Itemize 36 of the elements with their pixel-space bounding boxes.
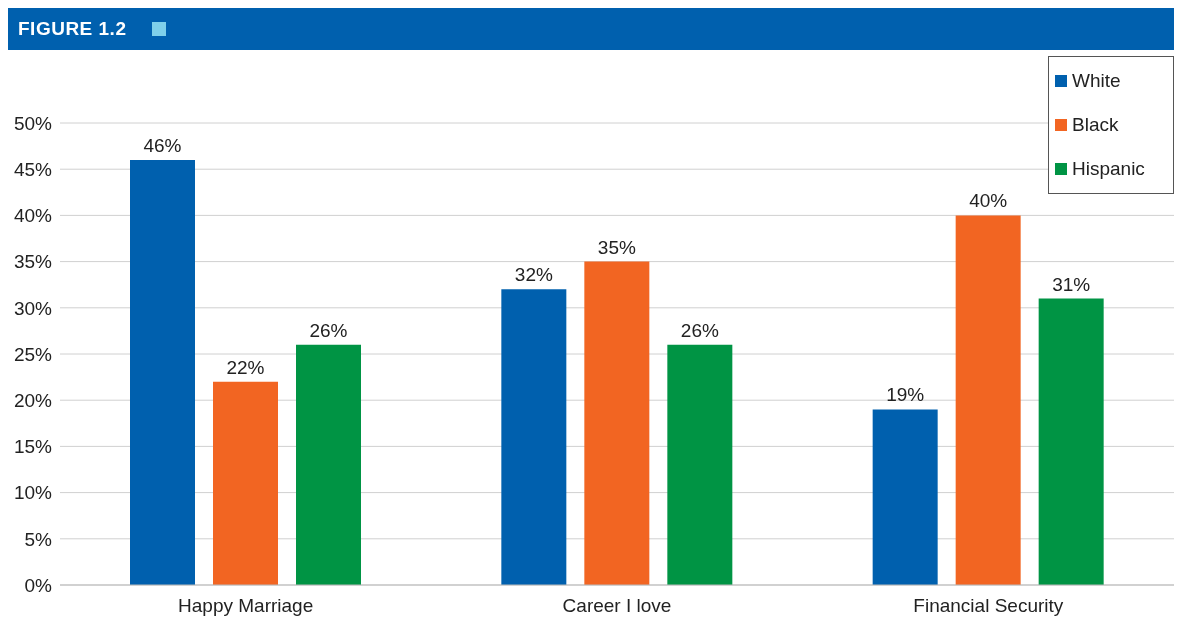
legend-label: White bbox=[1072, 69, 1121, 93]
data-label: 26% bbox=[680, 319, 719, 341]
data-label: 31% bbox=[1052, 273, 1091, 295]
data-label: 46% bbox=[143, 134, 182, 156]
bar bbox=[501, 289, 567, 585]
y-tick-label: 30% bbox=[13, 297, 53, 319]
data-label: 22% bbox=[226, 356, 265, 378]
bar bbox=[584, 261, 650, 585]
bar bbox=[872, 409, 938, 585]
y-tick-label: 15% bbox=[13, 436, 53, 458]
bar bbox=[1038, 298, 1104, 585]
legend-label: Black bbox=[1072, 113, 1119, 137]
chart-title: FIGURE 1.2 bbox=[18, 18, 127, 40]
bar bbox=[213, 381, 278, 585]
y-tick-label: 40% bbox=[13, 205, 53, 227]
data-label: 19% bbox=[886, 384, 925, 406]
data-label: 35% bbox=[597, 236, 636, 258]
bar bbox=[667, 344, 733, 585]
bar bbox=[130, 159, 195, 585]
y-tick-label: 20% bbox=[13, 389, 53, 411]
bar bbox=[296, 344, 361, 585]
legend-label: Hispanic bbox=[1072, 157, 1145, 181]
y-tick-label: 25% bbox=[13, 343, 53, 365]
y-tick-label: 10% bbox=[13, 482, 53, 504]
y-tick-label: 45% bbox=[13, 158, 53, 180]
data-label: 40% bbox=[969, 190, 1008, 212]
x-tick-label: Happy Marriage bbox=[178, 595, 314, 617]
y-tick-label: 50% bbox=[13, 112, 53, 134]
x-tick-label: Career I love bbox=[562, 595, 672, 617]
data-label: 32% bbox=[514, 264, 553, 286]
x-tick-label: Financial Security bbox=[913, 595, 1064, 617]
data-label: 26% bbox=[309, 319, 348, 341]
bar bbox=[955, 215, 1021, 585]
y-tick-label: 0% bbox=[24, 574, 53, 596]
y-tick-label: 35% bbox=[13, 251, 53, 273]
y-tick-label: 5% bbox=[24, 528, 53, 550]
